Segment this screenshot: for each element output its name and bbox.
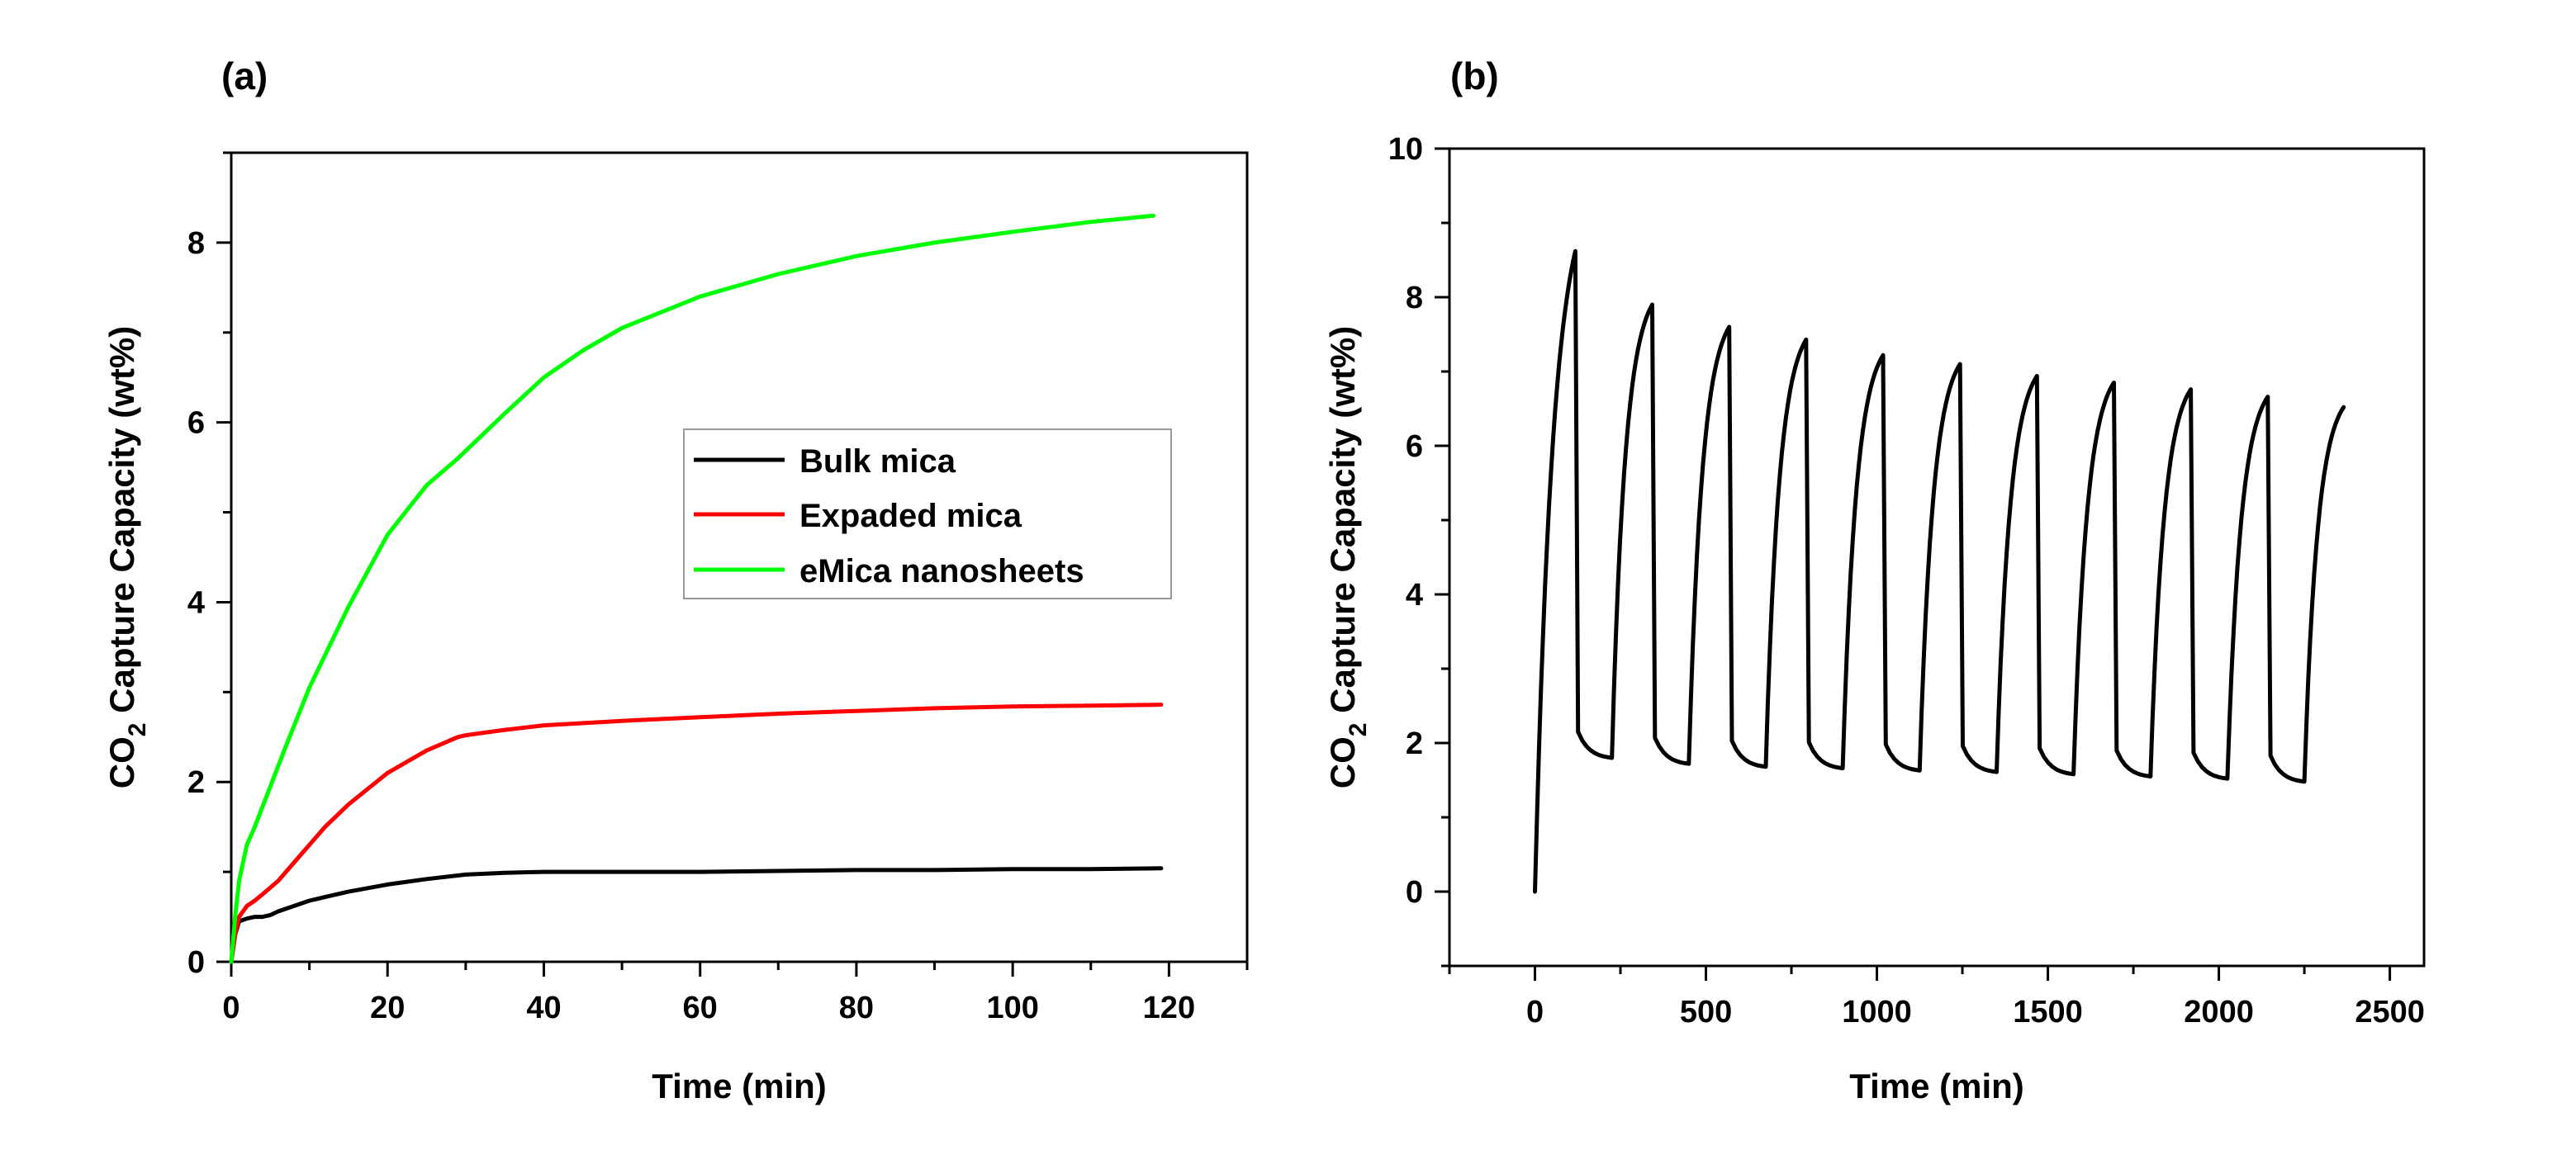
panel-a-x-tick-label: 100 xyxy=(986,991,1038,1025)
panel-b-y-tick-label: 2 xyxy=(1406,726,1423,761)
panel-b-y-title-part1: CO xyxy=(1323,736,1362,788)
panel-a-x-tick-label: 0 xyxy=(222,991,240,1025)
panel-a-y-axis-title: CO2 Capture Capacity (wt%) xyxy=(102,326,151,788)
panel-b-x-ticks xyxy=(1448,966,2392,981)
panel-b-x-tick-label: 2000 xyxy=(2184,995,2254,1029)
panel-b-y-tick-label: 8 xyxy=(1406,281,1423,315)
panel-b-x-tick-label: 1500 xyxy=(2013,995,2083,1029)
panel-a-x-ticks xyxy=(230,962,1249,977)
legend-label-bulk-mica: Bulk mica xyxy=(799,443,956,480)
panel-b-y-title-part2: Capture Capacity (wt%) xyxy=(1323,326,1362,723)
panel-b-y-tick-labels: 0 2 4 6 8 10 xyxy=(1388,132,1423,910)
panel-b-label: (b) xyxy=(1450,54,1499,97)
legend-label-expaded-mica: Expaded mica xyxy=(799,498,1022,534)
panel-b-x-tick-label: 1000 xyxy=(1842,995,1912,1029)
panel-b-y-title-subscript: 2 xyxy=(1345,723,1372,737)
panel-a-series-group xyxy=(229,213,1164,964)
panel-a-y-title-part1: CO xyxy=(102,736,141,788)
panel-a-y-title-part2: Capture Capacity (wt%) xyxy=(102,326,141,723)
panel-a-x-axis-title: Time (min) xyxy=(652,1067,827,1105)
panel-b-y-tick-label: 4 xyxy=(1406,578,1423,613)
panel-a-y-tick-label: 6 xyxy=(187,406,205,441)
panel-b-y-tick-label: 0 xyxy=(1406,875,1423,910)
panel-a-y-tick-label: 0 xyxy=(187,945,205,980)
panel-a-x-tick-label: 40 xyxy=(526,991,561,1025)
panel-a-y-tick-label: 8 xyxy=(187,226,205,261)
panel-b: (b) 0 500 1000 1500 2000 2500 0 2 4 6 8 10 Time (m… xyxy=(1323,54,2426,1105)
panel-b-y-axis-title: CO2 Capture Capacity (wt%) xyxy=(1323,326,1372,788)
panel-b-y-tick-label: 6 xyxy=(1406,429,1423,464)
panel-b-x-tick-label: 500 xyxy=(1680,995,1732,1029)
series-line-expaded-mica xyxy=(229,703,1164,964)
panel-b-x-tick-label: 2500 xyxy=(2355,995,2425,1029)
panel-b-x-axis-title: Time (min) xyxy=(1849,1067,2024,1105)
panel-a-y-ticks xyxy=(216,151,231,963)
panel-a-x-tick-label: 120 xyxy=(1143,991,1195,1025)
panel-a-y-tick-label: 2 xyxy=(187,765,205,800)
panel-a-y-title-subscript: 2 xyxy=(124,723,151,737)
panel-a-x-tick-label: 20 xyxy=(370,991,405,1025)
series-line-cyclic-capture xyxy=(1533,248,2346,894)
panel-a-x-tick-label: 80 xyxy=(839,991,874,1025)
panel-a-y-tick-label: 4 xyxy=(187,585,205,620)
panel-b-y-tick-label: 10 xyxy=(1388,132,1423,167)
series-line-emica-nanosheets xyxy=(229,213,1155,964)
legend-label-emica-nanosheets: eMica nanosheets xyxy=(799,553,1084,589)
panel-a-plot-frame xyxy=(230,151,1249,963)
panel-a-label: (a) xyxy=(221,54,268,97)
panel-b-x-tick-label: 0 xyxy=(1526,995,1544,1029)
series-line-bulk-mica xyxy=(229,866,1164,964)
panel-b-series-group xyxy=(1533,248,2346,894)
panel-b-x-tick-labels: 0 500 1000 1500 2000 2500 xyxy=(1526,995,2425,1029)
panel-b-y-ticks xyxy=(1435,147,1449,968)
panel-a-y-tick-labels: 0 2 4 6 8 xyxy=(187,226,205,980)
panel-b-plot-frame xyxy=(1448,147,2426,968)
panel-a-x-tick-label: 60 xyxy=(683,991,718,1025)
panel-a-x-tick-labels: 0 20 40 60 80 100 120 xyxy=(222,991,1195,1025)
legend: Bulk mica Expaded mica eMica nanosheets xyxy=(683,428,1172,599)
